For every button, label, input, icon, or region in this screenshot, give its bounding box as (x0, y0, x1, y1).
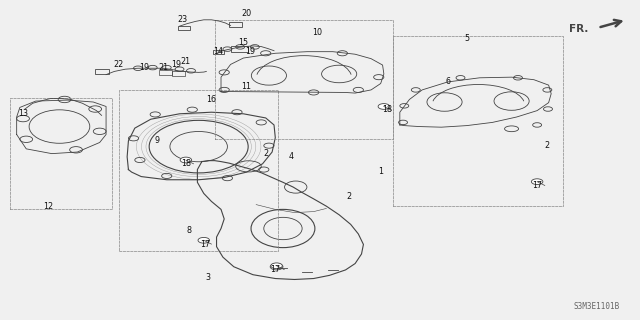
Text: 11: 11 (241, 82, 252, 91)
Text: 2: 2 (544, 141, 549, 150)
Text: 3: 3 (205, 273, 211, 282)
Circle shape (531, 179, 543, 185)
Text: 18: 18 (181, 159, 191, 168)
Text: 16: 16 (207, 95, 216, 104)
Text: 5: 5 (464, 35, 470, 44)
Text: 18: 18 (382, 105, 392, 114)
Circle shape (180, 157, 191, 163)
Text: 21: 21 (159, 63, 168, 72)
Text: 10: 10 (312, 28, 322, 37)
Text: 1: 1 (378, 167, 383, 176)
Text: 12: 12 (44, 202, 54, 211)
Circle shape (198, 237, 209, 243)
Text: 14: 14 (213, 47, 223, 56)
Text: 19: 19 (172, 60, 181, 69)
Text: 20: 20 (241, 9, 252, 18)
Text: 21: 21 (181, 57, 191, 66)
Text: 4: 4 (289, 152, 294, 161)
Text: 6: 6 (445, 77, 450, 86)
Text: 19: 19 (244, 47, 255, 56)
Text: 9: 9 (155, 136, 160, 145)
Text: 8: 8 (187, 226, 191, 235)
Circle shape (378, 104, 390, 109)
Text: FR.: FR. (569, 24, 588, 34)
Text: 19: 19 (140, 63, 150, 72)
Text: 17: 17 (532, 181, 542, 190)
Text: 2: 2 (346, 192, 351, 201)
Text: 15: 15 (238, 38, 248, 47)
Text: 2: 2 (263, 149, 268, 158)
Text: 17: 17 (200, 240, 210, 249)
Text: 17: 17 (270, 265, 280, 275)
Text: 22: 22 (114, 60, 124, 69)
Text: S3M3E1101B: S3M3E1101B (574, 302, 620, 311)
Text: 23: 23 (178, 15, 188, 24)
Circle shape (271, 263, 282, 269)
Text: 13: 13 (18, 109, 28, 118)
